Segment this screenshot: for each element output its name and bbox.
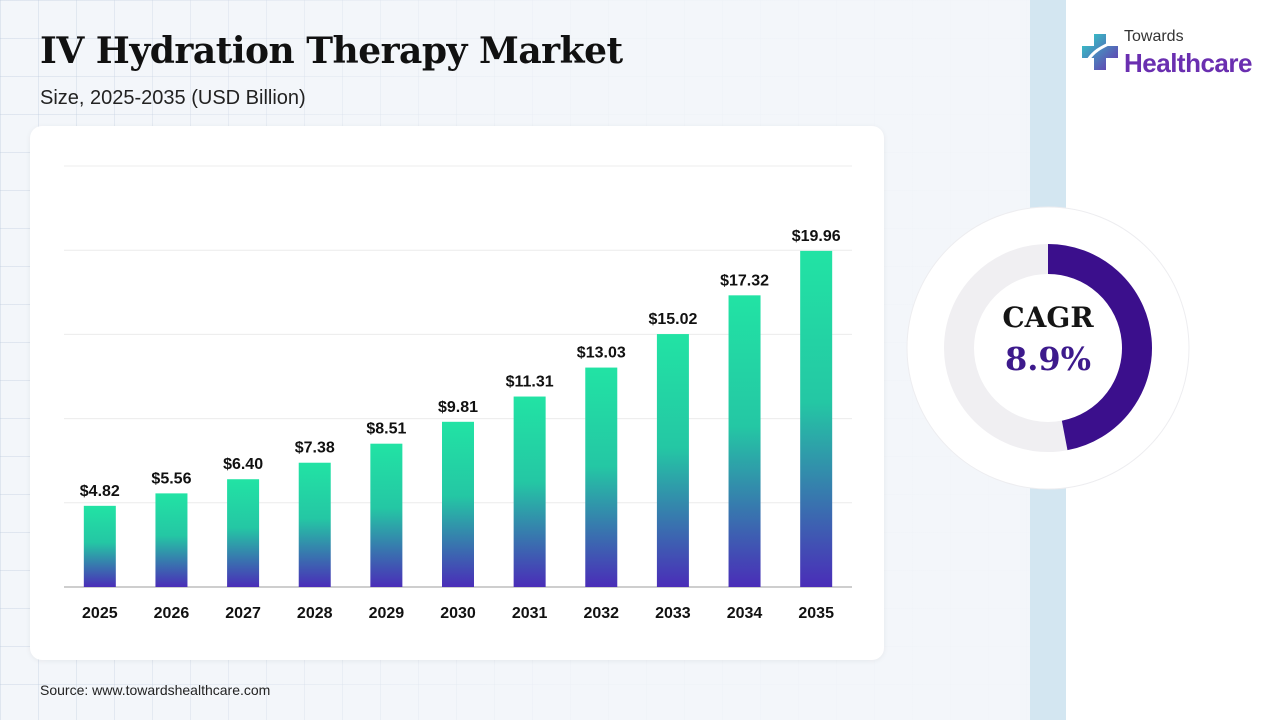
bar-2026 (155, 493, 188, 587)
bar-value-label: $11.31 (506, 374, 554, 391)
cagr-label: CAGR (1002, 301, 1094, 334)
x-tick-label: 2030 (440, 605, 476, 622)
bar-value-label: $9.81 (438, 399, 478, 416)
bar-value-label: $19.96 (792, 228, 841, 245)
page-title: IV Hydration Therapy Market (40, 30, 623, 72)
x-tick-label: 2025 (82, 605, 118, 622)
x-tick-label: 2032 (583, 605, 619, 622)
x-tick-label: 2027 (225, 605, 261, 622)
cagr-arc (1047, 244, 1152, 451)
cagr-donut: CAGR 8.9% (906, 206, 1190, 490)
bar-2033 (656, 334, 689, 587)
bar-2025 (83, 505, 116, 587)
x-tick-label: 2033 (655, 605, 691, 622)
bar-value-label: $13.03 (577, 345, 626, 362)
x-tick-label: 2026 (154, 605, 190, 622)
cagr-value: 8.9% (1004, 340, 1092, 378)
logo-main-text: Healthcare (1124, 48, 1252, 78)
bar-2029 (370, 443, 403, 587)
bar-value-label: $15.02 (648, 311, 697, 328)
bar-2034 (728, 295, 761, 587)
bar-2028 (298, 462, 331, 587)
bar-2030 (442, 421, 474, 587)
bar-value-label: $4.82 (80, 483, 120, 500)
bar-value-label: $7.38 (295, 440, 335, 457)
x-tick-label: 2028 (297, 605, 333, 622)
cagr-ring (906, 206, 1190, 490)
medical-cross-icon (1082, 34, 1118, 70)
x-tick-label: 2031 (512, 605, 548, 622)
bar-value-label: $8.51 (366, 421, 406, 438)
source-note: Source: www.towardshealthcare.com (40, 682, 271, 698)
x-tick-label: 2034 (727, 605, 763, 622)
page-subtitle: Size, 2025-2035 (USD Billion) (40, 87, 306, 109)
bar-2035 (800, 250, 833, 587)
bar-value-label: $6.40 (223, 456, 263, 473)
bar-value-label: $17.32 (720, 272, 769, 289)
chart-card: $4.82 $5.56 $6.40 $7.38 $8.51 $9.81 $11.31 $13.… (30, 126, 884, 660)
bar-value-label: $5.56 (151, 470, 191, 487)
bar-2031 (513, 396, 546, 587)
bar-2027 (227, 479, 260, 587)
x-tick-label: 2035 (798, 605, 834, 622)
x-tick-label: 2029 (369, 605, 405, 622)
bar-2032 (585, 367, 618, 587)
logo-top-text: Towards (1124, 28, 1184, 45)
bar-chart: $4.82 $5.56 $6.40 $7.38 $8.51 $9.81 $11.31 $13.… (64, 165, 852, 622)
brand-logo: Towards Healthcare (1080, 28, 1270, 78)
